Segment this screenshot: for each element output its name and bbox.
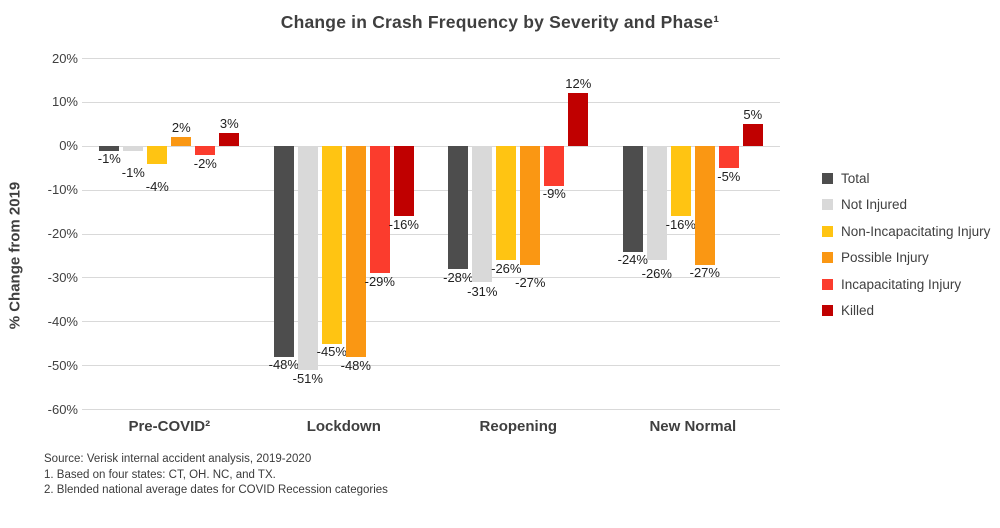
bar-value-label: 5% xyxy=(743,106,763,122)
bar-value-label: -24% xyxy=(617,252,648,268)
chart-title: Change in Crash Frequency by Severity an… xyxy=(280,12,720,32)
bar-value-label: -4% xyxy=(145,179,169,195)
bar-killed xyxy=(219,132,240,146)
bar-value-label: -2% xyxy=(193,155,217,171)
bar-value-label: 3% xyxy=(219,115,239,131)
bar-value-label: -27% xyxy=(689,265,720,281)
legend-label: Incapacitating Injury xyxy=(841,276,962,292)
gridline xyxy=(82,145,780,147)
bar-total xyxy=(622,146,643,252)
legend-swatch-icon xyxy=(822,305,833,316)
legend-swatch-icon xyxy=(822,278,833,290)
legend-label: Total xyxy=(841,170,870,186)
bar-incapacitating-injury xyxy=(544,146,565,186)
bar-value-label: -5% xyxy=(717,168,741,184)
legend-label: Possible Injury xyxy=(841,250,929,265)
y-axis-title: % Change from 2019 xyxy=(6,181,24,330)
legend-label: Killed xyxy=(841,303,875,318)
gridline xyxy=(82,365,780,367)
gridline xyxy=(82,321,780,323)
source-line: Source: Verisk internal accident analysi… xyxy=(44,453,312,465)
bar-value-label: -26% xyxy=(491,260,522,276)
bar-total xyxy=(448,146,469,270)
legend-item: Possible Injury xyxy=(822,250,990,266)
bar-value-label: -27% xyxy=(515,274,546,290)
y-tick-label: 10% xyxy=(51,94,78,110)
footnote-1: 1. Based on four states: CT, OH. NC, and… xyxy=(44,468,276,481)
bar-incapacitating-injury xyxy=(195,146,216,156)
legend-label: Non-Incapacitating Injury xyxy=(841,223,991,239)
bar-possible-injury xyxy=(520,146,541,265)
bar-possible-injury xyxy=(171,137,192,146)
bar-possible-injury xyxy=(694,146,715,265)
y-tick-label: 20% xyxy=(51,50,78,66)
bar-value-label: 2% xyxy=(171,120,191,135)
legend-swatch-icon xyxy=(822,199,833,210)
bar-value-label: -28% xyxy=(443,269,474,285)
bar-value-label: -29% xyxy=(364,274,395,289)
y-tick-label: -50% xyxy=(47,357,78,373)
bar-value-label: -31% xyxy=(467,283,498,299)
x-axis-label-lockdown: Lockdown xyxy=(306,418,381,435)
source-notes: Source: Verisk internal accident analysi… xyxy=(44,452,388,499)
y-tick-label: -10% xyxy=(47,182,78,198)
bar-possible-injury xyxy=(345,146,366,357)
legend-item: Total xyxy=(822,170,990,186)
gridline xyxy=(82,277,780,279)
gridline xyxy=(82,58,780,59)
bar-value-label: -51% xyxy=(292,371,323,387)
y-tick-label: -30% xyxy=(47,269,78,285)
legend-item: Non-Incapacitating Injury xyxy=(822,223,990,239)
bar-value-label: -16% xyxy=(665,216,696,232)
bar-non-incapacitating-injury xyxy=(496,146,517,261)
gridline xyxy=(82,233,780,235)
bar-not-injured xyxy=(646,146,667,261)
y-tick-label: 0% xyxy=(59,138,78,154)
bar-value-label: -1% xyxy=(97,151,121,167)
bar-value-label: -1% xyxy=(121,165,145,181)
bar-total xyxy=(99,146,120,151)
bar-value-label: -16% xyxy=(388,216,419,232)
footnote-2: 2. Blended national average dates for CO… xyxy=(44,484,388,496)
bar-not-injured xyxy=(472,146,493,283)
bar-value-label: -9% xyxy=(542,186,566,202)
bar-killed xyxy=(742,123,763,146)
bar-non-incapacitating-injury xyxy=(147,146,168,164)
legend: Total Not Injured Non-Incapacitating Injur… xyxy=(822,170,990,329)
bar-total xyxy=(273,146,294,357)
bar-value-label: -48% xyxy=(340,358,371,374)
bar-not-injured xyxy=(297,146,318,371)
legend-swatch-icon xyxy=(822,225,833,237)
gridline xyxy=(82,101,780,103)
x-axis-label-reopening: Reopening xyxy=(479,418,558,435)
x-axis-label-pre-covid-: Pre-COVID² xyxy=(128,418,211,435)
y-tick-label: -40% xyxy=(47,313,78,329)
legend-item: Not Injured xyxy=(822,197,990,213)
y-tick-label: -60% xyxy=(47,401,78,417)
bar-value-label: -48% xyxy=(268,357,299,373)
bar-value-label: 12% xyxy=(565,76,592,92)
y-tick-label: -20% xyxy=(47,226,78,241)
bar-non-incapacitating-injury xyxy=(670,146,691,217)
legend-swatch-icon xyxy=(822,172,833,184)
bar-value-label: -26% xyxy=(641,266,672,282)
x-axis-label-new-normal: New Normal xyxy=(649,418,737,435)
legend-item: Killed xyxy=(822,303,990,319)
bar-non-incapacitating-injury xyxy=(321,146,342,344)
bar-not-injured xyxy=(123,146,144,151)
bar-incapacitating-injury xyxy=(718,146,739,169)
bar-incapacitating-injury xyxy=(369,146,390,274)
gridline xyxy=(82,409,780,410)
legend-item: Incapacitating Injury xyxy=(822,276,990,292)
bar-killed xyxy=(393,146,414,217)
bar-value-label: -45% xyxy=(316,344,347,360)
gridline xyxy=(82,189,780,191)
legend-label: Not Injured xyxy=(841,197,908,212)
legend-swatch-icon xyxy=(822,252,833,263)
bar-killed xyxy=(568,93,589,146)
